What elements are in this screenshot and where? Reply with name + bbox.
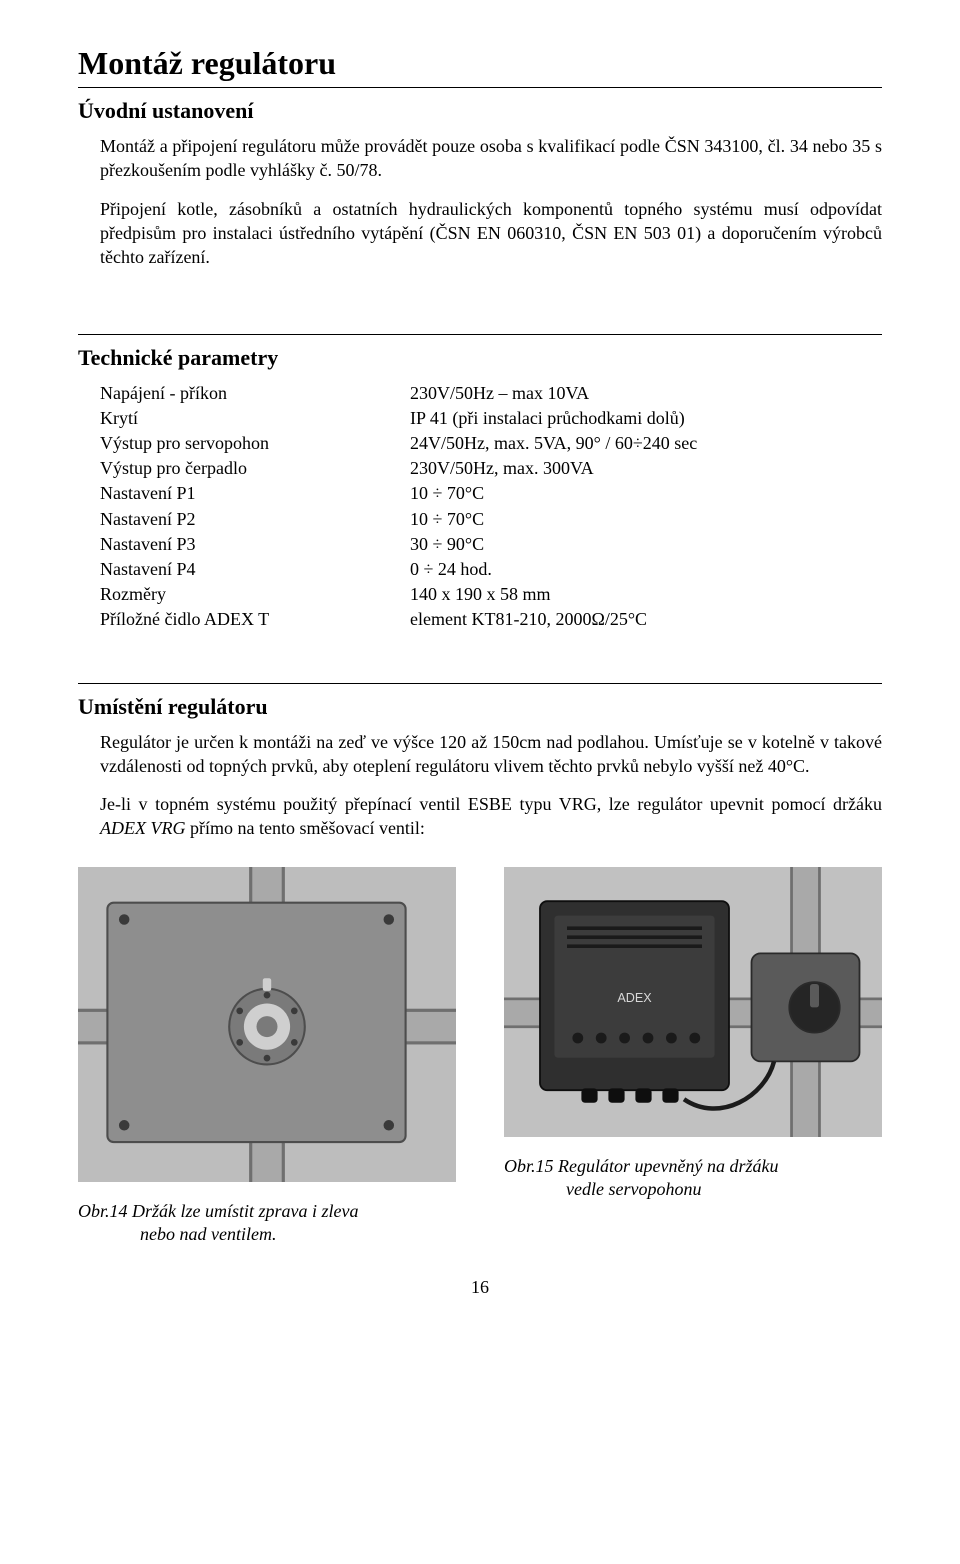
page-title: Montáž regulátoru (78, 46, 882, 81)
param-value: 30 ÷ 90°C (410, 532, 882, 557)
param-value: 10 ÷ 70°C (410, 507, 882, 532)
figure-15-caption: Obr.15 Regulátor upevněný na držáku vedl… (504, 1155, 882, 1202)
param-value: IP 41 (při instalaci průchodkami dolů) (410, 406, 882, 431)
figure-14-caption-line1: Obr.14 Držák lze umístit zprava i zleva (78, 1201, 359, 1221)
param-label: Nastavení P1 (100, 481, 410, 506)
figure-15-caption-line1: Obr.15 Regulátor upevněný na držáku (504, 1156, 778, 1176)
brand-label: ADEX (617, 991, 652, 1005)
param-value: 10 ÷ 70°C (410, 481, 882, 506)
figure-14-caption: Obr.14 Držák lze umístit zprava i zleva … (78, 1200, 456, 1247)
title-rule (78, 87, 882, 88)
param-row: Příložné čidlo ADEX T element KT81-210, … (100, 607, 882, 632)
figure-14-image (78, 867, 456, 1182)
intro-paragraph-1: Montáž a připojení regulátoru může prová… (100, 134, 882, 183)
param-label: Příložné čidlo ADEX T (100, 607, 410, 632)
figure-15-image: ADEX (504, 867, 882, 1137)
param-value: 230V/50Hz, max. 300VA (410, 456, 882, 481)
param-label: Výstup pro servopohon (100, 431, 410, 456)
section-placement-heading: Umístění regulátoru (78, 694, 882, 720)
param-row: Výstup pro čerpadlo 230V/50Hz, max. 300V… (100, 456, 882, 481)
param-value: element KT81-210, 2000Ω/25°C (410, 607, 882, 632)
param-row: Nastavení P2 10 ÷ 70°C (100, 507, 882, 532)
param-label: Nastavení P3 (100, 532, 410, 557)
placement-p2-b: přímo na tento směšovací ventil: (185, 818, 424, 838)
section-rule-2 (78, 683, 882, 684)
param-label: Nastavení P4 (100, 557, 410, 582)
param-row: Krytí IP 41 (při instalaci průchodkami d… (100, 406, 882, 431)
placement-paragraph-2: Je-li v topném systému použitý přepínací… (100, 792, 882, 841)
section-rule-1 (78, 334, 882, 335)
tech-params-table: Napájení - příkon 230V/50Hz – max 10VA K… (100, 381, 882, 633)
placement-paragraph-1: Regulátor je určen k montáži na zeď ve v… (100, 730, 882, 779)
param-value: 230V/50Hz – max 10VA (410, 381, 882, 406)
figure-14: Obr.14 Držák lze umístit zprava i zleva … (78, 867, 456, 1247)
param-value: 0 ÷ 24 hod. (410, 557, 882, 582)
placement-p2-em: ADEX VRG (100, 818, 185, 838)
param-row: Nastavení P4 0 ÷ 24 hod. (100, 557, 882, 582)
param-row: Rozměry 140 x 190 x 58 mm (100, 582, 882, 607)
param-value: 140 x 190 x 58 mm (410, 582, 882, 607)
param-row: Nastavení P3 30 ÷ 90°C (100, 532, 882, 557)
param-label: Napájení - příkon (100, 381, 410, 406)
param-label: Krytí (100, 406, 410, 431)
param-label: Rozměry (100, 582, 410, 607)
page-number: 16 (78, 1277, 882, 1298)
placement-p2-a: Je-li v topném systému použitý přepínací… (100, 794, 882, 814)
param-row: Výstup pro servopohon 24V/50Hz, max. 5VA… (100, 431, 882, 456)
section-tech-heading: Technické parametry (78, 345, 882, 371)
section-intro-heading: Úvodní ustanovení (78, 98, 882, 124)
param-label: Výstup pro čerpadlo (100, 456, 410, 481)
figure-15: ADEX Obr.15 Regulátor upevněný na držáku (504, 867, 882, 1247)
figure-14-caption-line2: nebo nad ventilem. (78, 1223, 456, 1246)
param-label: Nastavení P2 (100, 507, 410, 532)
param-row: Napájení - příkon 230V/50Hz – max 10VA (100, 381, 882, 406)
figure-15-caption-line2: vedle servopohonu (504, 1178, 882, 1201)
param-value: 24V/50Hz, max. 5VA, 90° / 60÷240 sec (410, 431, 882, 456)
intro-paragraph-2: Připojení kotle, zásobníků a ostatních h… (100, 197, 882, 270)
param-row: Nastavení P1 10 ÷ 70°C (100, 481, 882, 506)
